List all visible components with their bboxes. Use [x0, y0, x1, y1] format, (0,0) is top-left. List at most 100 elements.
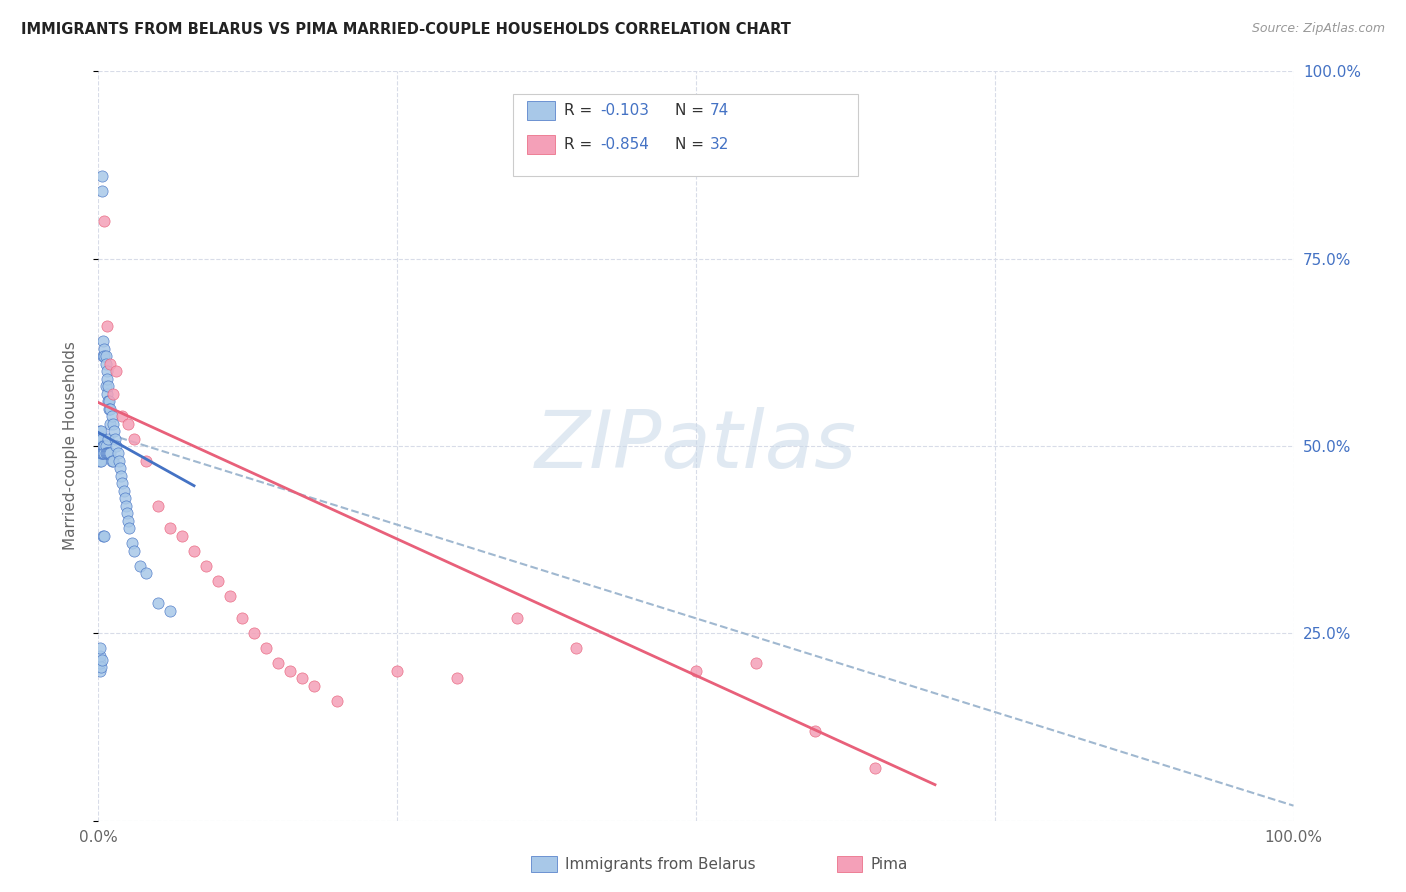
- Point: [148, 596, 170, 610]
- Point: [135, 566, 157, 581]
- Point: [565, 641, 588, 656]
- Text: -0.103: -0.103: [600, 103, 650, 118]
- Point: [446, 671, 468, 685]
- Point: [91, 439, 114, 453]
- Text: Immigrants from Belarus: Immigrants from Belarus: [565, 857, 756, 871]
- Point: [93, 529, 115, 543]
- Point: [121, 536, 143, 550]
- Point: [90, 424, 112, 438]
- Point: [865, 761, 887, 775]
- Point: [96, 446, 118, 460]
- Point: [91, 446, 114, 460]
- Point: [91, 169, 114, 184]
- Point: [94, 349, 117, 363]
- Point: [148, 499, 170, 513]
- Point: [114, 491, 136, 506]
- Point: [107, 454, 129, 468]
- Point: [506, 611, 529, 625]
- Text: IMMIGRANTS FROM BELARUS VS PIMA MARRIED-COUPLE HOUSEHOLDS CORRELATION CHART: IMMIGRANTS FROM BELARUS VS PIMA MARRIED-…: [21, 22, 792, 37]
- Text: -0.854: -0.854: [600, 137, 650, 152]
- Point: [98, 417, 122, 431]
- Point: [195, 558, 218, 573]
- Point: [97, 432, 120, 446]
- Text: Source: ZipAtlas.com: Source: ZipAtlas.com: [1251, 22, 1385, 36]
- Point: [112, 483, 135, 498]
- Text: N =: N =: [675, 103, 709, 118]
- Text: R =: R =: [564, 137, 598, 152]
- Point: [98, 446, 121, 460]
- Point: [97, 446, 120, 460]
- Point: [124, 432, 146, 446]
- Point: [91, 184, 114, 198]
- Point: [207, 574, 229, 588]
- Point: [243, 626, 266, 640]
- Point: [117, 417, 139, 431]
- Point: [135, 454, 157, 468]
- Point: [124, 544, 146, 558]
- Point: [96, 371, 118, 385]
- Point: [97, 379, 120, 393]
- Text: ZIPatlas: ZIPatlas: [534, 407, 858, 485]
- Point: [93, 439, 115, 453]
- Point: [91, 334, 114, 348]
- Point: [89, 657, 111, 671]
- Point: [94, 379, 117, 393]
- Point: [97, 394, 120, 409]
- Point: [94, 357, 117, 371]
- Point: [117, 514, 139, 528]
- Point: [804, 723, 827, 738]
- Point: [115, 507, 138, 521]
- Point: [326, 694, 349, 708]
- Point: [96, 364, 118, 378]
- Point: [89, 446, 111, 460]
- Point: [91, 349, 114, 363]
- Point: [89, 439, 111, 453]
- Text: R =: R =: [564, 103, 598, 118]
- Point: [107, 446, 129, 460]
- Point: [90, 660, 112, 674]
- Point: [110, 469, 132, 483]
- Point: [159, 604, 181, 618]
- Point: [101, 417, 124, 431]
- Point: [129, 558, 152, 573]
- Point: [219, 589, 242, 603]
- Point: [98, 401, 121, 416]
- Point: [745, 657, 768, 671]
- Point: [302, 679, 325, 693]
- Point: [89, 648, 111, 663]
- Point: [89, 664, 111, 678]
- Point: [98, 446, 122, 460]
- Point: [105, 364, 128, 378]
- Point: [89, 424, 111, 438]
- Point: [101, 454, 124, 468]
- Point: [172, 529, 194, 543]
- Point: [94, 439, 117, 453]
- Text: 74: 74: [710, 103, 730, 118]
- Point: [91, 652, 114, 666]
- Text: 32: 32: [710, 137, 730, 152]
- Point: [98, 401, 122, 416]
- Point: [118, 521, 141, 535]
- Point: [111, 476, 134, 491]
- Point: [159, 521, 181, 535]
- Point: [385, 664, 409, 678]
- Point: [94, 446, 117, 460]
- Point: [105, 439, 128, 453]
- Point: [93, 349, 115, 363]
- Text: Pima: Pima: [870, 857, 908, 871]
- Point: [103, 424, 125, 438]
- Point: [90, 446, 112, 460]
- Point: [183, 544, 205, 558]
- Point: [89, 454, 111, 468]
- Point: [267, 657, 290, 671]
- Point: [278, 664, 301, 678]
- Point: [115, 499, 138, 513]
- Point: [90, 439, 112, 453]
- Point: [96, 319, 118, 334]
- Point: [104, 432, 127, 446]
- Point: [98, 394, 121, 409]
- Text: N =: N =: [675, 137, 709, 152]
- Point: [91, 529, 114, 543]
- Point: [89, 641, 111, 656]
- Point: [231, 611, 253, 625]
